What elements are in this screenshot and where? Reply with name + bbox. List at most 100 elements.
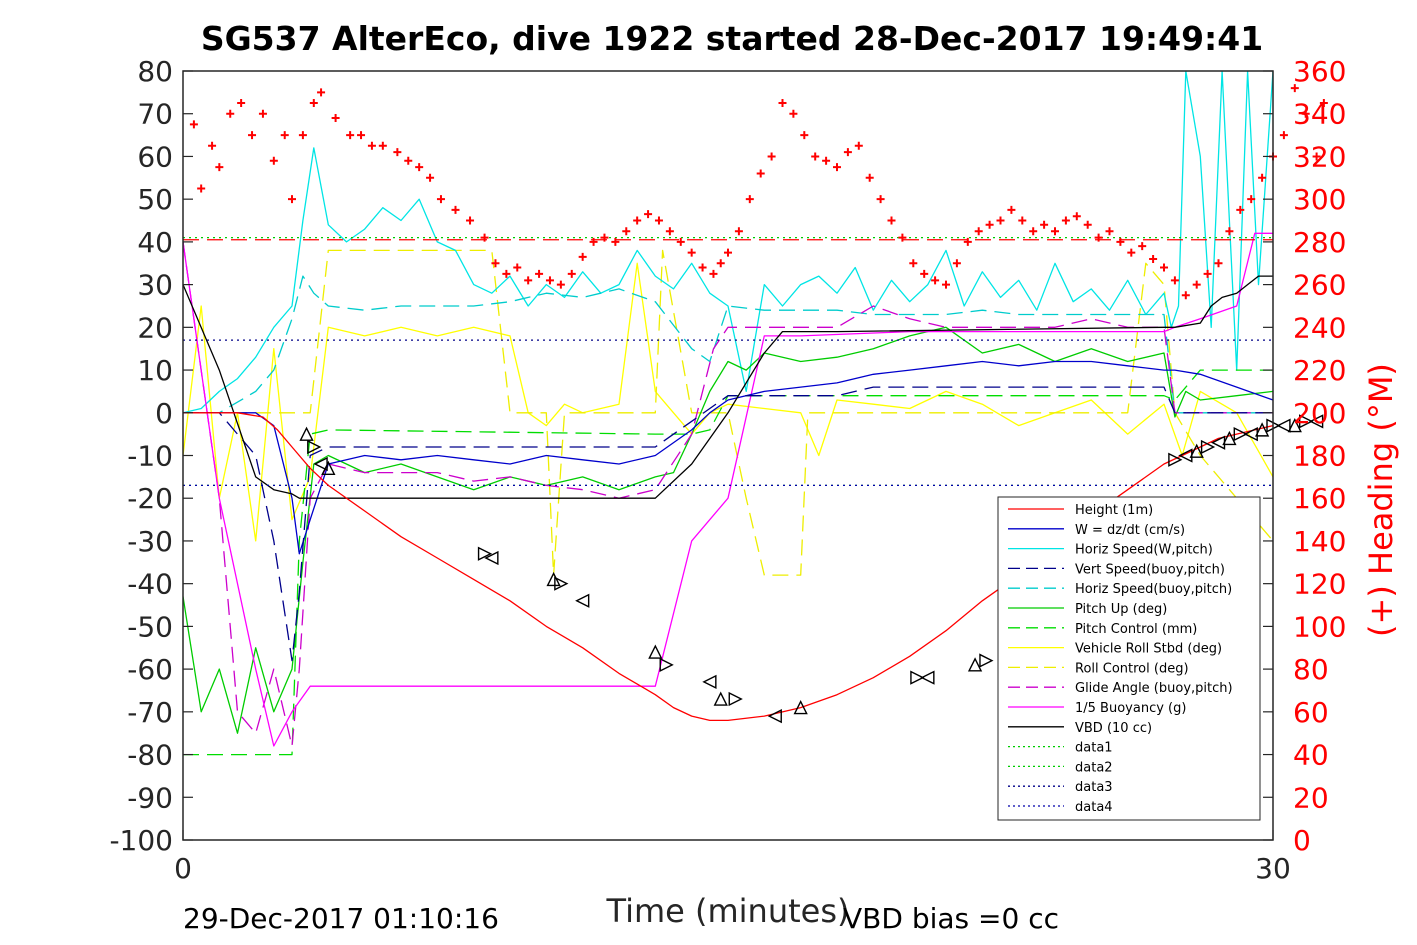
heading-point [346, 131, 355, 140]
heading-point [269, 156, 278, 165]
profile-marker [554, 576, 569, 591]
heading-point [833, 163, 841, 172]
y-tick-label: -10 [127, 440, 173, 473]
heading-point [876, 195, 885, 204]
heading-point [985, 220, 994, 229]
y-axis-ticks: 80 70 60 50 40 30 20 10 0 -10 -20 -30 -40 -50 -60 -70 -8… [109, 55, 193, 857]
legend-label-height: Height (1m) [1075, 503, 1153, 518]
heading-point [556, 280, 565, 289]
heading-point [709, 269, 718, 278]
heading-point [1051, 227, 1059, 236]
profile-marker [1299, 414, 1314, 429]
heading-point [942, 280, 950, 289]
heading-point [724, 248, 732, 257]
heading-point [524, 276, 533, 285]
heading-point [491, 259, 500, 268]
heading-point [1160, 263, 1168, 272]
y2-tick-label: 80 [1293, 653, 1329, 686]
heading-point [865, 173, 874, 182]
series-line-horiz [183, 71, 1273, 414]
heading-point [1083, 220, 1092, 229]
heading-point [1258, 173, 1267, 182]
heading-point [1040, 220, 1049, 229]
legend-label-horiz: Horiz Speed(W,pitch) [1075, 543, 1213, 558]
profile-marker [299, 426, 314, 441]
heading-point [317, 88, 326, 97]
heading-point [215, 163, 224, 172]
series-layer [183, 71, 1273, 756]
heading-point [393, 148, 402, 157]
heading-point [1247, 195, 1256, 204]
heading-point [309, 99, 318, 108]
heading-point [1181, 291, 1190, 300]
heading-point [1225, 227, 1234, 236]
y-tick-label: 60 [137, 140, 173, 173]
profile-marker [575, 593, 590, 608]
legend-label-horiz_buoy: Horiz Speed(buoy,pitch) [1075, 582, 1232, 597]
heading-point [1127, 248, 1136, 257]
profile-marker [920, 670, 935, 685]
y-tick-label: 40 [137, 226, 173, 259]
heading-point [822, 156, 831, 165]
y2-tick-label: 200 [1293, 397, 1346, 430]
profile-marker [979, 653, 994, 668]
markers-layer [189, 84, 1328, 724]
legend-label-buoy: 1/5 Buoyancy (g) [1075, 701, 1186, 716]
profile-marker [1233, 427, 1248, 442]
profile-marker [713, 691, 728, 706]
heading-point [535, 269, 544, 278]
y-tick-label: -80 [127, 739, 173, 772]
series-line-horiz_buoy [183, 275, 1273, 414]
heading-point [654, 216, 663, 225]
series-line-vert_buoy [183, 386, 1273, 662]
heading-point [716, 259, 725, 268]
heading-point [1094, 233, 1103, 242]
heading-point [920, 269, 929, 278]
series-line-w [183, 360, 1273, 555]
heading-point [687, 248, 696, 257]
heading-point [1105, 227, 1114, 236]
heading-point [1319, 99, 1328, 108]
y2-tick-label: 120 [1293, 568, 1346, 601]
y2-axis-ticks: 3603403203002802602402202001801601401201… [1263, 55, 1346, 857]
y-tick-label: 20 [137, 311, 173, 344]
heading-point [1029, 227, 1038, 236]
y2-tick-label: 220 [1293, 354, 1346, 387]
heading-point [451, 205, 460, 214]
series-line-roll [183, 262, 1273, 542]
y-tick-label: -40 [127, 568, 173, 601]
heading-point [426, 173, 435, 182]
y2-tick-label: 0 [1293, 824, 1311, 857]
y-tick-label: 80 [137, 55, 173, 88]
y2-tick-label: 40 [1293, 739, 1329, 772]
heading-point [357, 131, 366, 140]
profile-marker [1287, 418, 1302, 433]
legend-label-pitch_ctl: Pitch Control (mm) [1075, 622, 1197, 637]
x-tick-label: 30 [1255, 852, 1291, 885]
legend-label-pitch: Pitch Up (deg) [1075, 602, 1167, 617]
heading-point [208, 141, 217, 150]
heading-point [578, 252, 587, 261]
series-line-buoy [183, 232, 1273, 747]
y2-tick-label: 260 [1293, 269, 1346, 302]
y2-tick-label: 320 [1293, 140, 1346, 173]
y2-tick-label: 300 [1293, 183, 1346, 216]
heading-point [1203, 269, 1212, 278]
heading-point [1116, 237, 1125, 246]
heading-point [778, 99, 787, 108]
legend-label-data4: data4 [1075, 800, 1113, 815]
heading-point [854, 141, 863, 150]
chart-title: SG537 AlterEco, dive 1922 started 28-Dec… [201, 19, 1263, 58]
profile-marker [484, 550, 499, 566]
y2-tick-label: 20 [1293, 781, 1329, 814]
heading-point [745, 195, 754, 204]
legend-label-glide: Glide Angle (buoy,pitch) [1075, 681, 1233, 696]
heading-point [644, 210, 653, 219]
heading-point [1312, 152, 1321, 161]
heading-point [887, 216, 896, 225]
y-tick-label: -50 [127, 610, 173, 643]
legend-label-vert_buoy: Vert Speed(buoy,pitch) [1075, 562, 1225, 577]
heading-point [698, 263, 707, 272]
x-tick-label: 0 [174, 852, 192, 885]
heading-point [197, 184, 206, 193]
